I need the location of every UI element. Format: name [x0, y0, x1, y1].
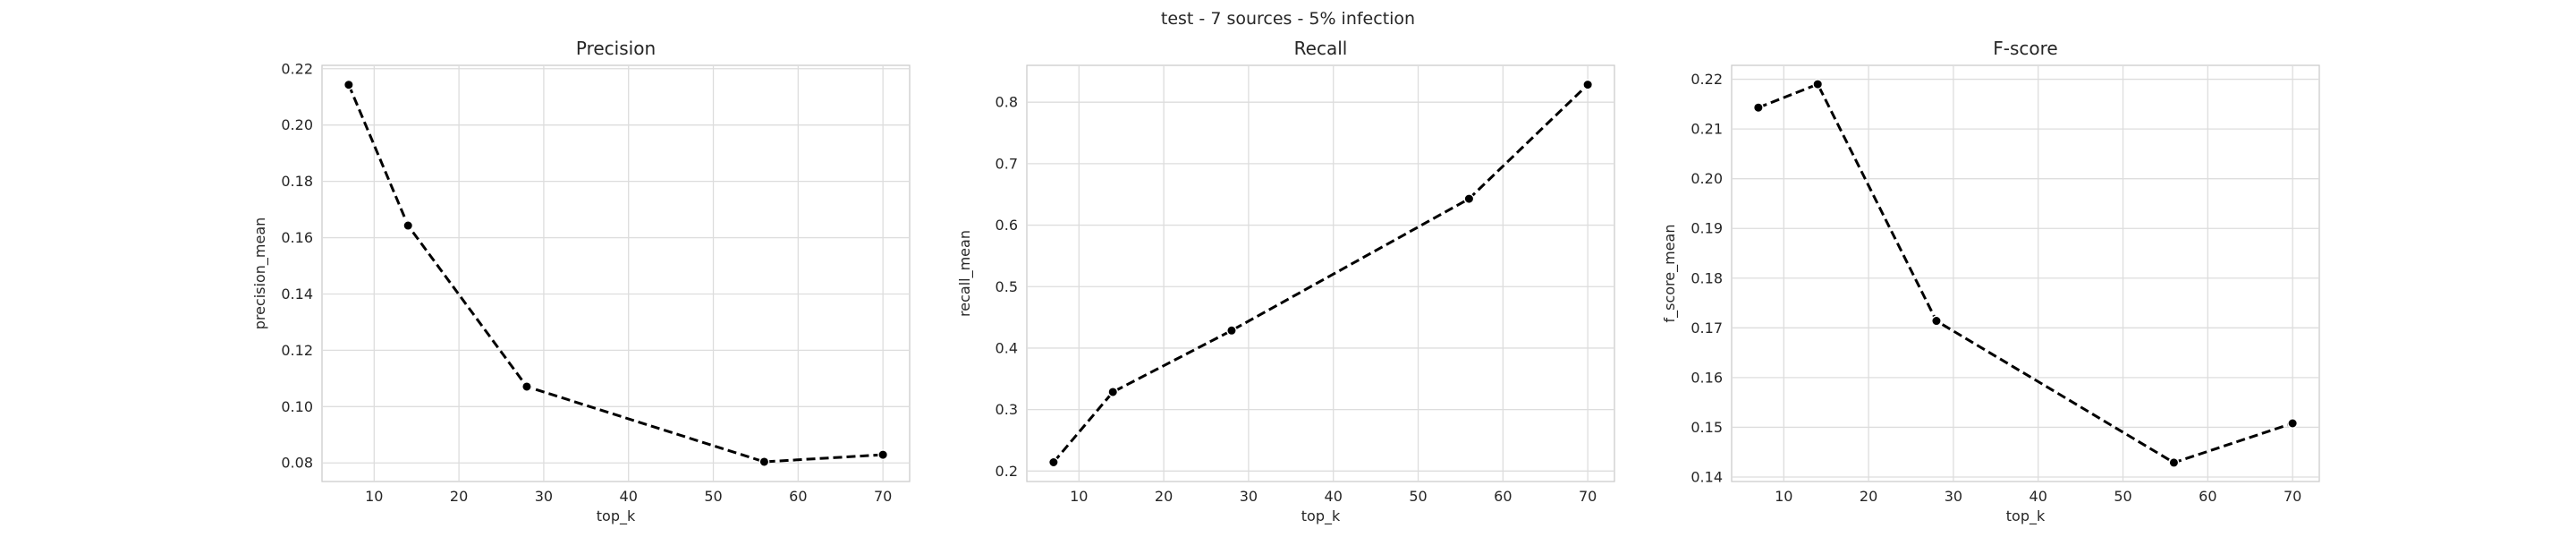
x-tick-label: 30: [535, 488, 553, 505]
x-tick-label: 20: [1155, 488, 1173, 505]
chart-panel-2: 10 20 30 40 50 60 70 0.2 0.3 0.4 0.5 0.6 0.7 0.8 Recal…: [956, 38, 1615, 525]
y-tick-label: 0.6: [996, 217, 1018, 234]
x-tick-label: 10: [365, 488, 383, 505]
x-tick-label: 70: [874, 488, 892, 505]
y-tick-label: 0.10: [281, 398, 313, 415]
y-tick-label: 0.12: [281, 342, 313, 359]
data-point: [1931, 315, 1942, 327]
x-axis-label: top_k: [1301, 507, 1341, 525]
y-tick-label: 0.16: [281, 229, 313, 246]
y-tick-label: 0.18: [281, 173, 313, 190]
data-point: [1752, 102, 1764, 114]
chart-panels: 10 20 30 40 50 60 70 0.08 0.10 0.12 0.14 0.16 0.18 0.…: [251, 38, 2320, 525]
y-tick-label: 0.15: [1690, 419, 1723, 436]
x-axis-label: top_k: [597, 507, 636, 525]
y-axis-label: precision_mean: [251, 217, 269, 330]
x-tick-label: 70: [1579, 488, 1597, 505]
x-tick-label: 40: [620, 488, 638, 505]
y-tick-label: 0.20: [1690, 170, 1723, 187]
y-tick-label: 0.16: [1690, 369, 1723, 386]
data-point: [1107, 387, 1119, 397]
series-line: [1052, 83, 1589, 464]
plot-area: [1731, 64, 2320, 482]
x-tick-label: 20: [450, 488, 468, 505]
y-tick-label: 0.17: [1690, 320, 1723, 337]
y-tick-label: 0.18: [1690, 269, 1723, 286]
y-tick-label: 0.19: [1690, 220, 1723, 237]
data-point: [521, 381, 532, 392]
panel-title: F-score: [1993, 38, 2057, 59]
x-tick-label: 50: [1409, 488, 1427, 505]
plot-area: [321, 64, 911, 482]
x-tick-label: 10: [1070, 488, 1088, 505]
x-tick-label: 20: [1860, 488, 1877, 505]
data-point: [1812, 79, 1824, 90]
data-point: [877, 449, 889, 461]
y-tick-label: 0.2: [996, 463, 1018, 480]
y-tick-label: 0.5: [996, 278, 1018, 295]
x-tick-label: 60: [1494, 488, 1512, 505]
x-tick-label: 30: [1240, 488, 1258, 505]
x-tick-label: 50: [704, 488, 722, 505]
data-point: [1226, 325, 1237, 337]
y-axis-label: recall_mean: [956, 230, 974, 317]
x-axis-label: top_k: [2006, 507, 2046, 525]
y-tick-label: 0.08: [281, 455, 313, 472]
y-tick-label: 0.8: [996, 94, 1018, 111]
x-tick-label: 60: [789, 488, 807, 505]
y-tick-label: 0.21: [1690, 121, 1723, 138]
panel-title: Recall: [1294, 38, 1348, 59]
y-tick-label: 0.22: [281, 60, 313, 77]
x-tick-label: 60: [2199, 488, 2216, 505]
data-point: [2168, 456, 2180, 468]
data-point: [1582, 79, 1594, 90]
y-tick-label: 0.22: [1690, 71, 1723, 88]
plot-area: [1026, 64, 1615, 482]
x-tick-label: 70: [2284, 488, 2301, 505]
data-point: [1463, 193, 1475, 205]
x-tick-label: 10: [1775, 488, 1792, 505]
chart-panel-3: 10 20 30 40 50 60 70 0.14 0.15 0.16 0.17 0.18 0.19 0.…: [1661, 38, 2320, 525]
y-tick-label: 0.3: [996, 401, 1018, 418]
y-tick-label: 0.4: [996, 339, 1018, 356]
x-tick-label: 50: [2114, 488, 2131, 505]
y-tick-label: 0.14: [1690, 469, 1723, 486]
y-tick-label: 0.20: [281, 116, 313, 133]
data-point: [343, 79, 354, 90]
panel-title: Precision: [576, 38, 656, 59]
y-tick-label: 0.14: [281, 286, 313, 303]
data-point: [1047, 456, 1059, 468]
data-point: [758, 456, 770, 467]
y-tick-label: 0.7: [996, 155, 1018, 172]
x-tick-label: 30: [1945, 488, 1962, 505]
data-point: [402, 220, 414, 231]
x-tick-label: 40: [1325, 488, 1343, 505]
chart-panel-1: 10 20 30 40 50 60 70 0.08 0.10 0.12 0.14 0.16 0.18 0.…: [251, 38, 911, 525]
figure-suptitle: test - 7 sources - 5% infection: [1161, 9, 1415, 29]
y-axis-label: f_score_mean: [1661, 225, 1679, 323]
x-tick-label: 40: [2029, 488, 2047, 505]
data-point: [2287, 418, 2299, 429]
